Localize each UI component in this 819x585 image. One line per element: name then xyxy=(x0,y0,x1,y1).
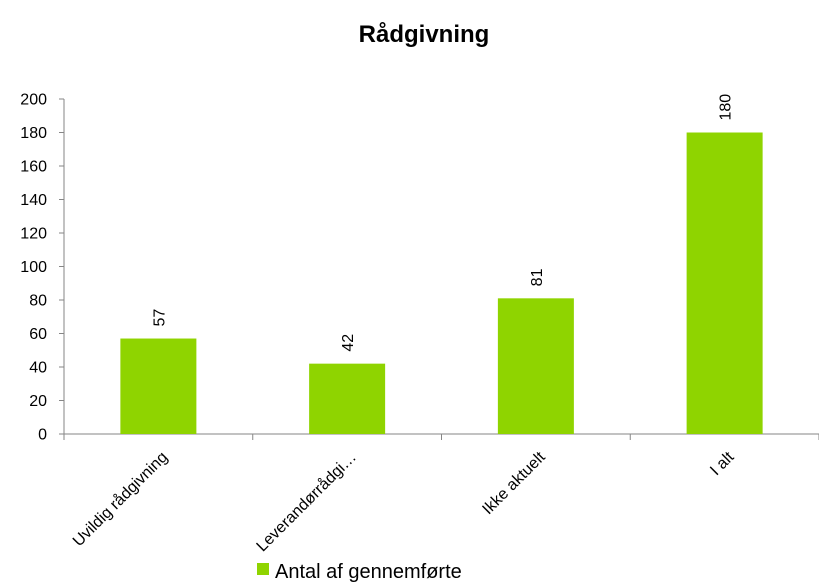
data-labels: 57 42 81 180 xyxy=(151,94,734,352)
y-tick-label: 180 xyxy=(20,125,47,142)
category-label: Ikke aktuelt xyxy=(479,448,549,518)
y-tick-label: 120 xyxy=(20,226,47,243)
legend: Antal af gennemførte xyxy=(257,561,462,583)
data-label: 81 xyxy=(529,268,546,286)
data-label: 180 xyxy=(718,94,735,121)
y-tick-label: 100 xyxy=(20,259,47,276)
y-tick-label: 160 xyxy=(20,159,47,176)
bar xyxy=(497,298,574,434)
bar xyxy=(120,338,197,434)
bar xyxy=(309,363,386,434)
legend-label: Antal af gennemførte xyxy=(275,561,462,583)
y-tick-label: 200 xyxy=(20,92,47,109)
y-tick-label: 80 xyxy=(29,293,47,310)
data-label: 57 xyxy=(151,309,168,327)
category-label: I alt xyxy=(707,448,738,479)
legend-swatch xyxy=(257,563,269,575)
category-labels: Uvildig rådgivning Leverandørrådgi… Ikke a… xyxy=(69,448,738,555)
category-label: Leverandørrådgi… xyxy=(253,448,360,555)
y-tick-label: 140 xyxy=(20,192,47,209)
y-tick-label: 20 xyxy=(29,393,47,410)
category-label: Uvildig rådgivning xyxy=(69,448,171,550)
y-tick-label: 0 xyxy=(38,427,47,444)
x-axis xyxy=(63,433,819,440)
y-axis: 0 20 40 60 80 100 120 140 160 180 200 xyxy=(20,92,65,444)
bar xyxy=(686,132,763,434)
chart-title: Rådgivning xyxy=(359,21,490,48)
y-tick-label: 60 xyxy=(29,326,47,343)
y-tick-label: 40 xyxy=(29,360,47,377)
bars xyxy=(120,132,763,434)
data-label: 42 xyxy=(340,334,357,352)
